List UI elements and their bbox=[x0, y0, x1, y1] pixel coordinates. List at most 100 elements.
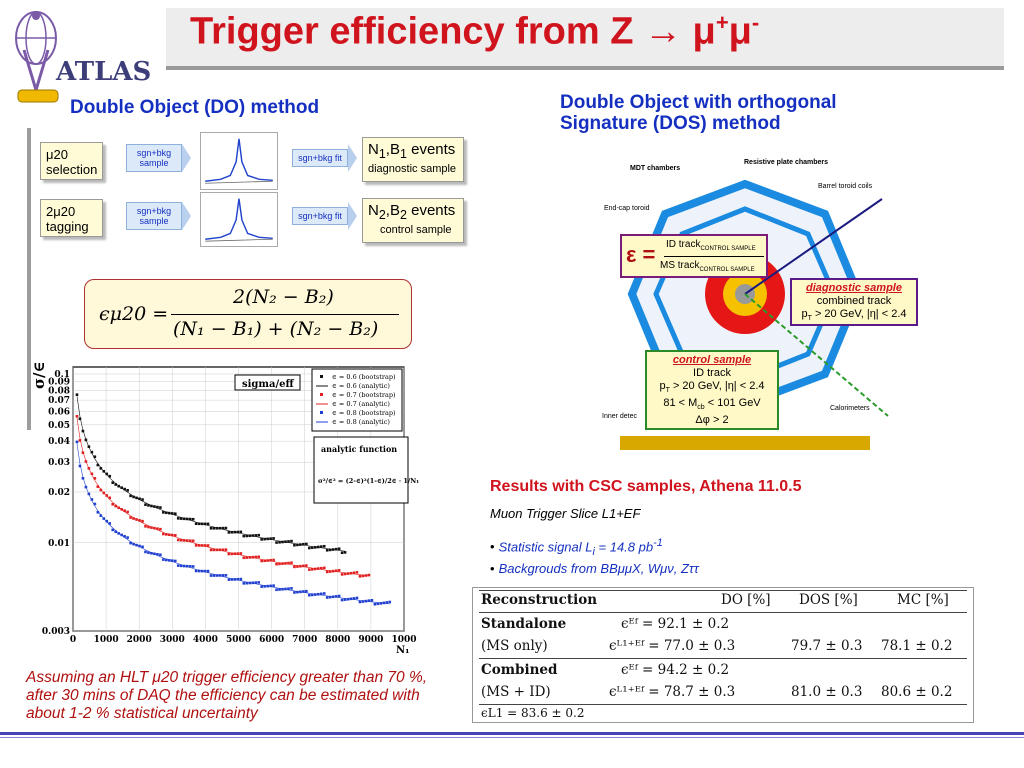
xtick-label: 4000 bbox=[193, 635, 218, 645]
xtick-label: 9000 bbox=[358, 635, 383, 645]
data-point bbox=[197, 569, 201, 573]
data-point bbox=[93, 477, 97, 480]
data-point bbox=[358, 575, 362, 578]
xtick-label: 6000 bbox=[259, 635, 284, 645]
data-point bbox=[382, 601, 386, 605]
data-point bbox=[179, 538, 183, 542]
data-point bbox=[269, 584, 272, 588]
data-point bbox=[242, 534, 246, 538]
control-sample-label: control sample ID track pT > 20 GeV, |η|… bbox=[645, 350, 779, 430]
data-point bbox=[171, 512, 174, 515]
data-point bbox=[230, 552, 234, 556]
data-point bbox=[281, 540, 284, 544]
plot-series bbox=[75, 393, 392, 606]
data-point bbox=[159, 527, 162, 531]
data-point bbox=[126, 510, 129, 514]
data-point bbox=[114, 530, 117, 534]
data-point bbox=[308, 593, 311, 597]
data-point bbox=[352, 597, 356, 600]
data-point bbox=[126, 489, 129, 492]
data-point bbox=[173, 559, 177, 563]
data-point bbox=[224, 526, 228, 530]
data-point bbox=[114, 483, 117, 486]
data-point bbox=[254, 534, 258, 537]
data-point bbox=[296, 543, 299, 547]
sgn-bkg-sample-arrow-1: sgn+bkg sample bbox=[126, 144, 191, 172]
mu20-selection-box: μ20 selection bbox=[40, 142, 103, 180]
table-row: Combined ϵᴱᶠ = 94.2 ± 0.2 bbox=[473, 660, 973, 682]
ytick-label: 0.06 bbox=[48, 407, 70, 417]
control-line3: 81 < Mcb < 101 GeV bbox=[663, 397, 761, 412]
data-point bbox=[251, 581, 255, 585]
data-point bbox=[215, 574, 219, 577]
data-point bbox=[302, 564, 305, 568]
data-point bbox=[290, 587, 293, 590]
data-point bbox=[150, 551, 153, 555]
data-point bbox=[75, 414, 79, 418]
data-point bbox=[328, 595, 332, 599]
trigger-slice-text: Muon Trigger Slice L1+EF bbox=[490, 506, 641, 521]
data-point bbox=[165, 533, 168, 536]
data-point bbox=[162, 532, 165, 536]
data-point bbox=[179, 564, 183, 568]
data-point bbox=[311, 567, 314, 571]
data-point bbox=[322, 592, 326, 595]
data-point bbox=[355, 571, 359, 574]
data-point bbox=[212, 574, 216, 577]
formula-denominator: (N₁ − B₁) + (N₂ − B₂) bbox=[173, 318, 379, 340]
data-point bbox=[209, 526, 213, 530]
data-point bbox=[203, 569, 207, 573]
atlas-logo: ATLAS bbox=[15, 11, 151, 103]
data-point bbox=[230, 530, 234, 534]
data-point bbox=[129, 494, 132, 498]
data-point bbox=[129, 516, 132, 519]
legend-marker bbox=[320, 375, 323, 378]
data-point bbox=[147, 525, 150, 529]
control-line2: pT > 20 GeV, |η| < 2.4 bbox=[659, 380, 765, 395]
ytick-label: 0.07 bbox=[48, 396, 70, 406]
data-point bbox=[93, 455, 97, 459]
data-point bbox=[141, 498, 144, 501]
data-point bbox=[316, 592, 320, 596]
legend-entry: ∈ = 0.7 (bootstrap) bbox=[332, 391, 396, 399]
cell-reco: (MS + ID) bbox=[481, 684, 551, 700]
data-point bbox=[179, 517, 183, 520]
data-point bbox=[132, 542, 135, 546]
data-point bbox=[138, 544, 141, 548]
data-point bbox=[90, 472, 94, 476]
ytick-label: 0.03 bbox=[48, 458, 70, 468]
header-do: DO [%] bbox=[721, 592, 771, 608]
data-point bbox=[251, 555, 255, 559]
analytic-formula: σ²/∈² = (2-∈)²(1-∈)/2∈ · 1/N₁ bbox=[318, 477, 419, 485]
diagnostic-sample-label: diagnostic sample combined track pT > 20… bbox=[790, 278, 918, 326]
data-point bbox=[206, 522, 210, 526]
label-mdt: MDT chambers bbox=[630, 165, 680, 172]
data-point bbox=[176, 564, 180, 567]
left-divider bbox=[27, 128, 31, 430]
data-point bbox=[308, 568, 311, 571]
data-point bbox=[203, 544, 207, 547]
data-point bbox=[296, 565, 299, 568]
data-point bbox=[316, 545, 320, 549]
arrow-label: sgn+bkg fit bbox=[292, 149, 348, 167]
cell-do: ϵᴸ¹⁺ᴱᶠ = 77.0 ± 0.3 bbox=[609, 638, 736, 654]
data-point bbox=[114, 504, 117, 508]
data-point bbox=[319, 566, 323, 570]
legend-entry: ∈ = 0.6 (analytic) bbox=[332, 382, 390, 390]
data-point bbox=[185, 517, 189, 521]
data-point bbox=[313, 567, 317, 571]
diagnostic-sample-box: N1,B1 events diagnostic sample bbox=[362, 137, 464, 182]
data-point bbox=[278, 562, 281, 566]
table-footer-row: ϵL1 = 83.6 ± 0.2 bbox=[473, 704, 973, 726]
data-point bbox=[275, 588, 278, 592]
data-point bbox=[138, 519, 141, 522]
data-point bbox=[194, 544, 198, 547]
data-point bbox=[305, 564, 308, 567]
cell-reco: (MS only) bbox=[481, 638, 548, 654]
data-point bbox=[311, 593, 314, 597]
xtick-label: 2000 bbox=[127, 635, 152, 645]
data-point bbox=[334, 595, 338, 598]
data-point bbox=[117, 532, 120, 535]
slide-title: Trigger efficiency from Z → μ+μ- bbox=[190, 10, 760, 53]
sigma-eff-plot: σ/∈ 0.10.090.080.070.060.050.040.030.020… bbox=[30, 361, 419, 655]
